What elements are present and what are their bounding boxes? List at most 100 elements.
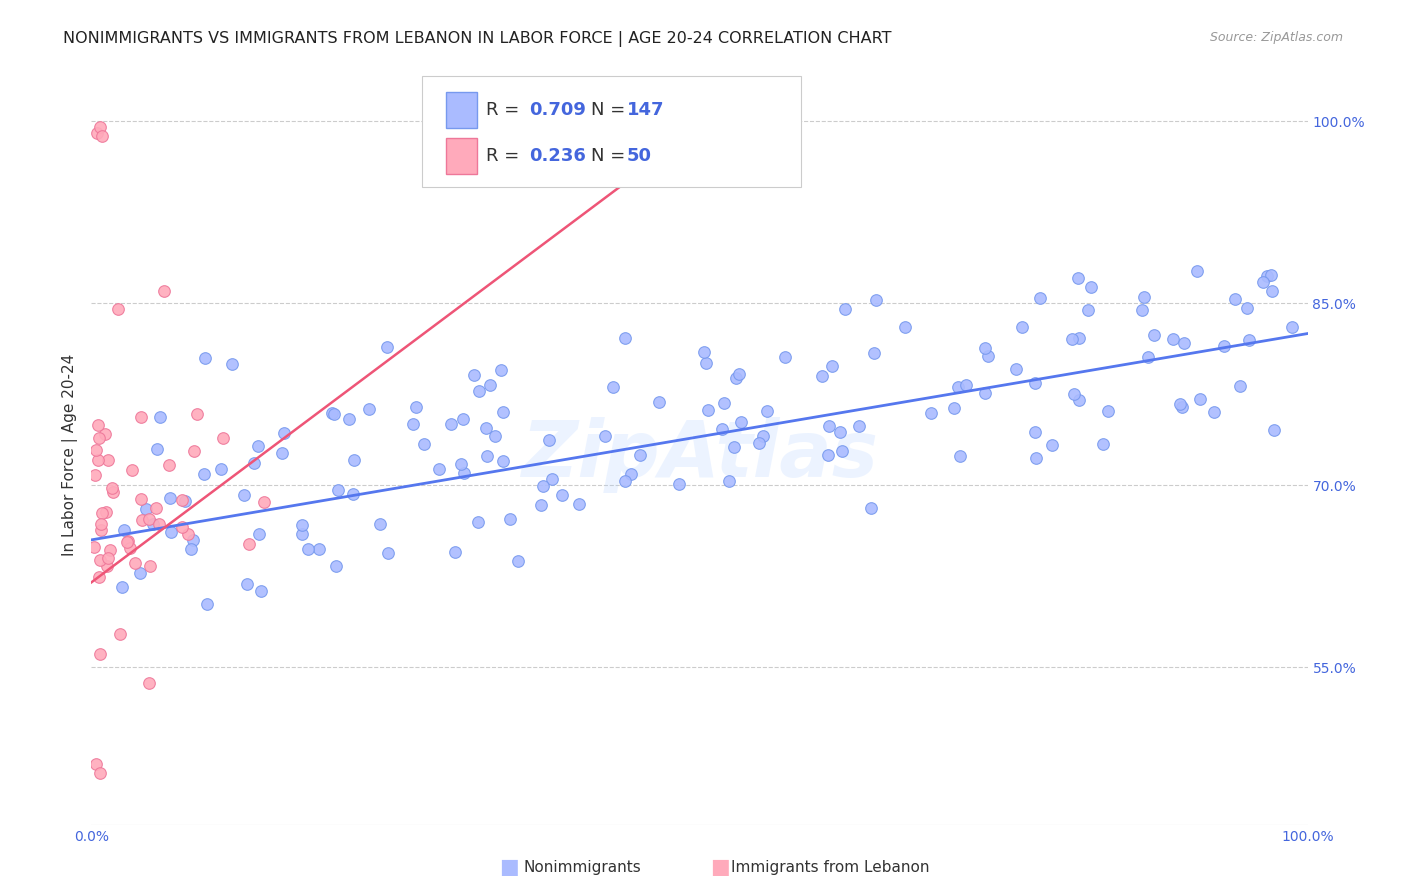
Point	[756, 404, 779, 418]
Point	[148, 517, 170, 532]
Point	[717, 475, 740, 489]
Point	[357, 401, 380, 416]
Point	[1225, 293, 1247, 307]
Point	[727, 367, 749, 381]
Point	[370, 516, 392, 531]
Point	[492, 404, 515, 418]
Point	[1025, 450, 1047, 465]
Point	[499, 512, 522, 526]
Point	[153, 284, 176, 298]
Point	[273, 426, 295, 441]
Text: ■: ■	[710, 857, 730, 877]
Point	[751, 429, 773, 443]
Point	[131, 410, 153, 425]
Point	[247, 526, 270, 541]
Point	[94, 426, 117, 441]
Point	[138, 512, 160, 526]
Point	[531, 479, 554, 493]
Point	[94, 505, 117, 519]
Point	[724, 370, 747, 384]
Point	[1229, 379, 1251, 393]
Point	[710, 422, 733, 436]
Point	[619, 467, 641, 481]
Point	[450, 457, 472, 471]
Point	[157, 458, 180, 472]
Point	[865, 293, 887, 308]
Point	[551, 488, 574, 502]
Point	[209, 462, 232, 476]
Point	[1067, 392, 1090, 407]
Point	[831, 444, 853, 458]
Point	[236, 577, 259, 591]
Point	[1092, 437, 1115, 451]
Point	[84, 443, 107, 458]
Point	[1080, 280, 1102, 294]
Point	[170, 492, 193, 507]
Point	[1212, 339, 1234, 353]
Point	[89, 120, 111, 135]
Point	[1187, 264, 1209, 278]
Point	[1143, 328, 1166, 343]
Text: 50: 50	[627, 147, 652, 165]
Point	[506, 554, 529, 568]
Point	[1011, 320, 1033, 334]
Point	[1260, 268, 1282, 282]
Point	[325, 558, 347, 573]
Point	[1040, 437, 1063, 451]
Point	[174, 493, 197, 508]
Point	[1256, 268, 1278, 283]
Point	[84, 467, 107, 482]
Point	[859, 501, 882, 516]
Point	[107, 302, 129, 317]
Point	[405, 401, 427, 415]
Point	[271, 446, 294, 460]
Text: ■: ■	[499, 857, 519, 877]
Point	[321, 407, 343, 421]
Point	[238, 537, 260, 551]
Point	[326, 483, 349, 497]
Point	[1188, 392, 1211, 406]
Point	[402, 417, 425, 431]
Point	[427, 462, 450, 476]
Point	[87, 431, 110, 445]
Point	[614, 474, 637, 488]
Point	[821, 359, 844, 373]
Point	[90, 506, 112, 520]
Point	[89, 553, 111, 567]
Point	[233, 488, 256, 502]
Point	[115, 534, 138, 549]
Point	[949, 449, 972, 463]
Point	[492, 454, 515, 468]
Point	[973, 385, 995, 400]
Point	[818, 419, 841, 434]
Point	[186, 407, 208, 421]
Point	[121, 463, 143, 477]
Point	[1060, 332, 1083, 346]
Point	[84, 757, 107, 772]
Point	[145, 501, 167, 516]
Point	[613, 331, 636, 345]
Point	[98, 543, 121, 558]
Point	[593, 428, 616, 442]
Point	[1024, 425, 1046, 439]
Point	[628, 448, 651, 462]
Point	[453, 466, 475, 480]
Point	[221, 358, 243, 372]
Point	[730, 415, 752, 429]
Point	[713, 396, 735, 410]
Point	[142, 517, 165, 532]
Point	[291, 527, 314, 541]
Point	[848, 419, 870, 434]
Point	[124, 556, 146, 570]
Point	[181, 533, 204, 547]
Point	[1168, 397, 1191, 411]
Point	[90, 516, 112, 531]
Point	[89, 647, 111, 661]
Text: ZipAtlas: ZipAtlas	[522, 417, 877, 493]
Point	[138, 676, 160, 690]
Point	[541, 472, 564, 486]
Point	[477, 449, 499, 463]
Point	[172, 520, 194, 534]
Point	[1204, 404, 1226, 418]
Point	[129, 491, 152, 506]
